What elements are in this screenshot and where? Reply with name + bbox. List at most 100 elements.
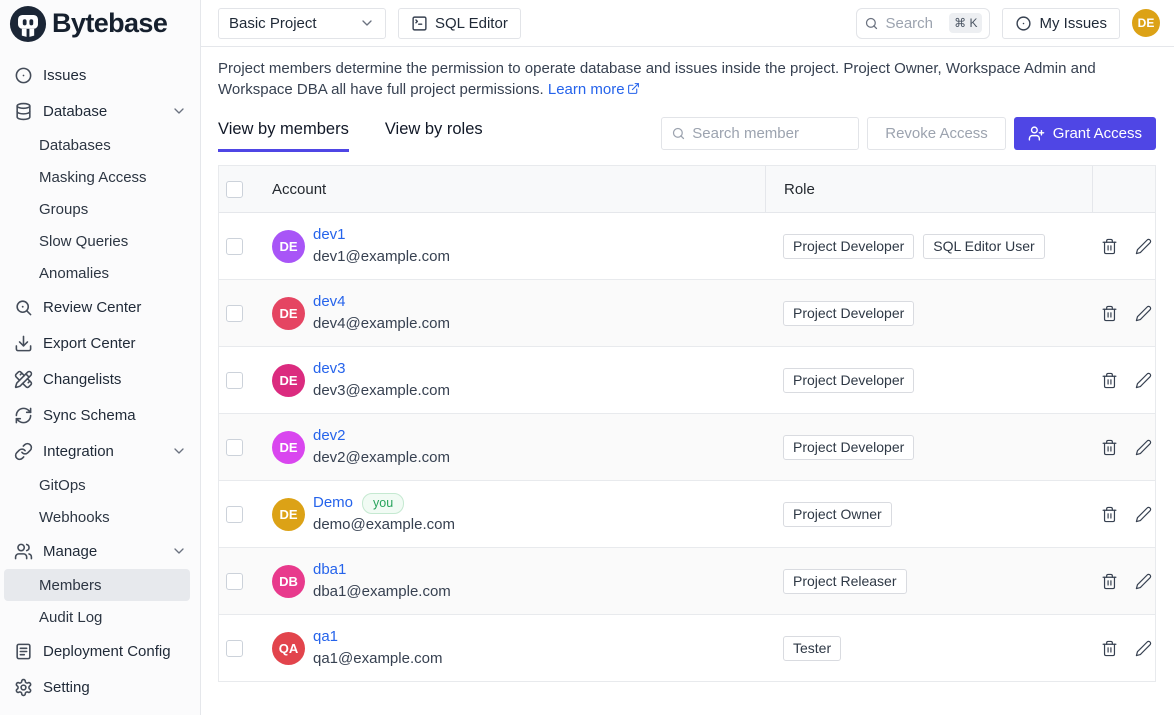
link-icon	[14, 442, 33, 461]
external-link-icon	[627, 82, 640, 95]
member-email: demo@example.com	[313, 516, 455, 533]
project-select[interactable]: Basic Project	[218, 7, 386, 39]
member-avatar: DE	[272, 229, 305, 263]
column-header-actions	[1092, 166, 1155, 212]
learn-more-link[interactable]: Learn more	[548, 81, 640, 98]
brand-logo[interactable]: Bytebase	[0, 0, 200, 47]
delete-member-icon[interactable]	[1101, 238, 1118, 255]
member-name-link[interactable]: dba1	[313, 561, 347, 578]
role-badge: Project Developer	[783, 233, 915, 259]
sidebar-item-slow-queries[interactable]: Slow Queries	[4, 225, 190, 257]
role-cell: Project Developer	[765, 434, 1092, 460]
table-body: DE dev1 dev1@example.com Project Develop…	[219, 213, 1155, 682]
sidebar-item-setting[interactable]: Setting	[4, 669, 195, 705]
sidebar-item-label: Integration	[43, 442, 114, 460]
sidebar-item-manage[interactable]: Manage	[4, 533, 195, 569]
sidebar-item-gitops[interactable]: GitOps	[4, 469, 190, 501]
sidebar-item-export-center[interactable]: Export Center	[4, 325, 195, 361]
table-row: DE dev1 dev1@example.com Project Develop…	[219, 213, 1155, 280]
sidebar-item-label: Database	[43, 102, 108, 120]
member-avatar: QA	[272, 631, 305, 665]
sidebar-item-label: GitOps	[39, 476, 86, 494]
edit-member-icon[interactable]	[1135, 439, 1152, 456]
sidebar-item-groups[interactable]: Groups	[4, 193, 190, 225]
role-badge: Project Owner	[783, 501, 892, 527]
table-row: DE dev4 dev4@example.com Project Develop…	[219, 280, 1155, 347]
edit-member-icon[interactable]	[1135, 640, 1152, 657]
actions-cell	[1092, 506, 1155, 523]
member-name-link[interactable]: dev4	[313, 293, 346, 310]
sidebar-item-anomalies[interactable]: Anomalies	[4, 257, 190, 289]
sidebar-item-database[interactable]: Database	[4, 93, 195, 129]
grant-access-button[interactable]: Grant Access	[1013, 117, 1156, 150]
row-checkbox[interactable]	[226, 505, 243, 523]
sidebar-item-masking-access[interactable]: Masking Access	[4, 161, 190, 193]
members-page: Project members determine the permission…	[201, 47, 1174, 715]
sidebar-item-webhooks[interactable]: Webhooks	[4, 501, 190, 533]
project-select-value: Basic Project	[229, 14, 317, 32]
sidebar-item-changelists[interactable]: Changelists	[4, 361, 195, 397]
terminal-square-icon	[411, 15, 428, 32]
row-checkbox[interactable]	[226, 371, 243, 389]
member-avatar: DE	[272, 363, 305, 397]
sidebar-item-databases[interactable]: Databases	[4, 129, 190, 161]
edit-member-icon[interactable]	[1135, 305, 1152, 322]
tab-row: View by members View by roles Revoke Acc…	[218, 112, 1156, 152]
sidebar-item-deployment-config[interactable]: Deployment Config	[4, 633, 195, 669]
delete-member-icon[interactable]	[1101, 439, 1118, 456]
role-cell: Project Owner	[765, 501, 1092, 527]
row-checkbox[interactable]	[226, 438, 243, 456]
sql-editor-button[interactable]: SQL Editor	[398, 7, 521, 39]
global-search-button[interactable]: Search ⌘ K	[856, 7, 991, 39]
delete-member-icon[interactable]	[1101, 640, 1118, 657]
row-checkbox[interactable]	[226, 237, 243, 255]
row-checkbox[interactable]	[226, 639, 243, 657]
member-name-link[interactable]: dev2	[313, 427, 346, 444]
role-badge: Project Developer	[783, 434, 915, 460]
member-name-link[interactable]: Demo	[313, 494, 354, 511]
user-plus-icon	[1028, 125, 1045, 142]
sidebar-item-label: Setting	[43, 678, 90, 696]
member-name-link[interactable]: qa1	[313, 628, 339, 645]
select-all-checkbox[interactable]	[226, 180, 243, 198]
my-issues-button[interactable]: My Issues	[1002, 7, 1120, 39]
tab-view-by-roles[interactable]: View by roles	[384, 120, 483, 138]
delete-member-icon[interactable]	[1101, 305, 1118, 322]
sidebar-item-issues[interactable]: Issues	[4, 57, 195, 93]
delete-member-icon[interactable]	[1101, 573, 1118, 590]
delete-member-icon[interactable]	[1101, 372, 1118, 389]
sidebar-item-review-center[interactable]: Review Center	[4, 289, 195, 325]
topbar-right: Search ⌘ K My Issues DE	[856, 7, 1160, 39]
sidebar-item-sync-schema[interactable]: Sync Schema	[4, 397, 195, 433]
sidebar-item-label: Webhooks	[39, 508, 110, 526]
actions-cell	[1092, 238, 1155, 255]
delete-member-icon[interactable]	[1101, 506, 1118, 523]
account-cell: QA qa1 qa1@example.com	[272, 626, 765, 670]
role-cell: Tester	[765, 635, 1092, 661]
member-email: dev4@example.com	[313, 315, 450, 332]
revoke-access-button[interactable]: Revoke Access	[867, 117, 1006, 150]
search-member-input[interactable]	[692, 125, 850, 142]
file-lines-icon	[14, 642, 33, 661]
sidebar-item-integration[interactable]: Integration	[4, 433, 195, 469]
main-column: Basic Project SQL Editor Search ⌘ K My I…	[201, 0, 1174, 715]
member-avatar: DE	[272, 296, 305, 330]
member-name-link[interactable]: dev1	[313, 226, 346, 243]
user-avatar[interactable]: DE	[1132, 9, 1160, 37]
sidebar-item-label: Review Center	[43, 298, 142, 316]
sidebar-item-label: Groups	[39, 200, 89, 218]
search-shortcut-badge: ⌘ K	[949, 13, 983, 33]
grant-access-label: Grant Access	[1052, 125, 1142, 142]
tab-view-by-members[interactable]: View by members	[218, 112, 349, 152]
member-name-link[interactable]: dev3	[313, 360, 346, 377]
member-avatar: DB	[272, 564, 305, 598]
row-checkbox[interactable]	[226, 572, 243, 590]
sidebar-item-audit-log[interactable]: Audit Log	[4, 601, 190, 633]
sidebar-item-members[interactable]: Members	[4, 569, 190, 601]
edit-member-icon[interactable]	[1135, 238, 1152, 255]
row-checkbox[interactable]	[226, 304, 243, 322]
member-email: qa1@example.com	[313, 650, 443, 667]
edit-member-icon[interactable]	[1135, 506, 1152, 523]
edit-member-icon[interactable]	[1135, 372, 1152, 389]
edit-member-icon[interactable]	[1135, 573, 1152, 590]
